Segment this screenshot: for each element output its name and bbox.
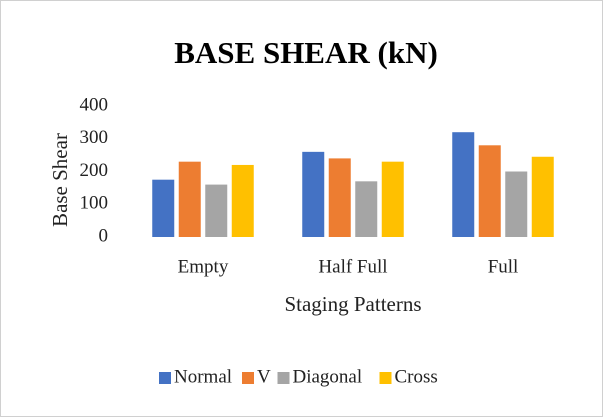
y-tick-label: 400	[80, 94, 109, 115]
bar	[531, 156, 554, 237]
bar	[302, 151, 325, 237]
y-tick-label: 0	[99, 225, 109, 246]
bar	[505, 171, 528, 237]
x-tick-label: Half Full	[318, 256, 387, 277]
legend-swatch	[277, 372, 290, 384]
bar	[178, 161, 201, 237]
legend-label: Cross	[395, 366, 438, 387]
legend-swatch	[159, 372, 171, 384]
legend-swatch	[242, 372, 254, 384]
bar	[231, 164, 254, 237]
bar	[478, 145, 501, 237]
bar	[328, 158, 351, 237]
y-tick-label: 100	[80, 193, 109, 214]
x-tick-label: Empty	[178, 256, 229, 277]
chart-title: BASE SHEAR (kN)	[174, 35, 438, 70]
bar	[205, 184, 228, 237]
bar	[452, 132, 475, 237]
legend-label: Diagonal	[293, 366, 363, 387]
x-axis-title: Staging Patterns	[284, 292, 421, 316]
bar	[355, 181, 378, 237]
y-axis-title: Base Shear	[48, 133, 72, 227]
legend-label: Normal	[174, 366, 232, 387]
bar	[381, 161, 404, 237]
legend-label: V	[257, 366, 271, 387]
legend-swatch	[379, 372, 392, 384]
y-tick-label: 300	[80, 127, 109, 148]
bar	[152, 179, 175, 237]
x-tick-label: Full	[488, 256, 519, 277]
y-tick-label: 200	[80, 160, 109, 181]
